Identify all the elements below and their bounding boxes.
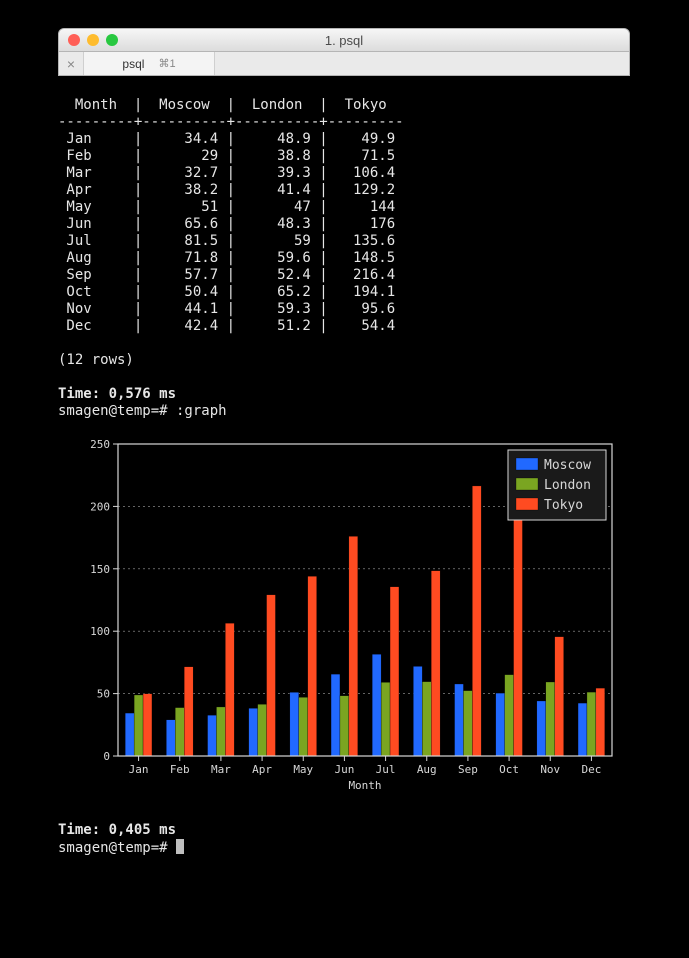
tab-close-icon[interactable]: ×: [59, 52, 84, 75]
rowcount: (12 rows): [58, 352, 134, 368]
svg-text:Nov: Nov: [540, 763, 560, 776]
titlebar[interactable]: 1. psql: [58, 28, 630, 52]
svg-text:Jun: Jun: [334, 763, 354, 776]
svg-text:Oct: Oct: [499, 763, 519, 776]
tab-shortcut: ⌘1: [158, 57, 175, 70]
prompt-final: smagen@temp=#: [58, 840, 176, 856]
svg-text:0: 0: [103, 750, 110, 763]
tab-label: psql: [122, 57, 144, 71]
svg-text:Sep: Sep: [458, 763, 478, 776]
svg-text:Dec: Dec: [581, 763, 601, 776]
prompt-graph: smagen@temp=# :graph: [58, 403, 227, 419]
time-line-1: Time: 0,576 ms: [58, 386, 176, 402]
svg-text:London: London: [544, 478, 591, 493]
tabbar: × psql ⌘1: [58, 52, 630, 76]
svg-text:Mar: Mar: [211, 763, 231, 776]
svg-text:Jan: Jan: [129, 763, 149, 776]
tab-psql[interactable]: psql ⌘1: [84, 52, 215, 75]
svg-text:Moscow: Moscow: [544, 458, 591, 473]
svg-text:Aug: Aug: [417, 763, 437, 776]
svg-text:Apr: Apr: [252, 763, 272, 776]
svg-text:100: 100: [90, 625, 110, 638]
svg-text:50: 50: [97, 688, 110, 701]
time-line-2: Time: 0,405 ms: [58, 822, 176, 838]
app-window: 1. psql × psql ⌘1 Month | Moscow | Londo…: [58, 28, 630, 857]
terminal[interactable]: Month | Moscow | London | Tokyo --------…: [58, 76, 630, 857]
svg-text:Feb: Feb: [170, 763, 190, 776]
svg-text:Month: Month: [348, 779, 381, 792]
svg-text:May: May: [293, 763, 313, 776]
svg-text:Jul: Jul: [376, 763, 396, 776]
table-output: Month | Moscow | London | Tokyo --------…: [58, 97, 404, 334]
svg-text:Tokyo: Tokyo: [544, 498, 583, 513]
chart: 0 50 100 150 200 250 Jan Feb Mar Apr May Jun Jul Aug S…: [66, 426, 630, 801]
svg-text:150: 150: [90, 563, 110, 576]
svg-text:200: 200: [90, 500, 110, 513]
cursor-icon: [176, 839, 184, 854]
svg-text:250: 250: [90, 438, 110, 451]
window-title: 1. psql: [59, 33, 629, 48]
